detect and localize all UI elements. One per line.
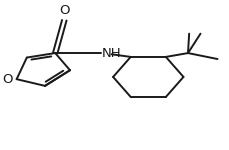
Text: NH: NH [101,46,121,60]
Text: O: O [2,73,13,86]
Text: O: O [59,4,69,16]
